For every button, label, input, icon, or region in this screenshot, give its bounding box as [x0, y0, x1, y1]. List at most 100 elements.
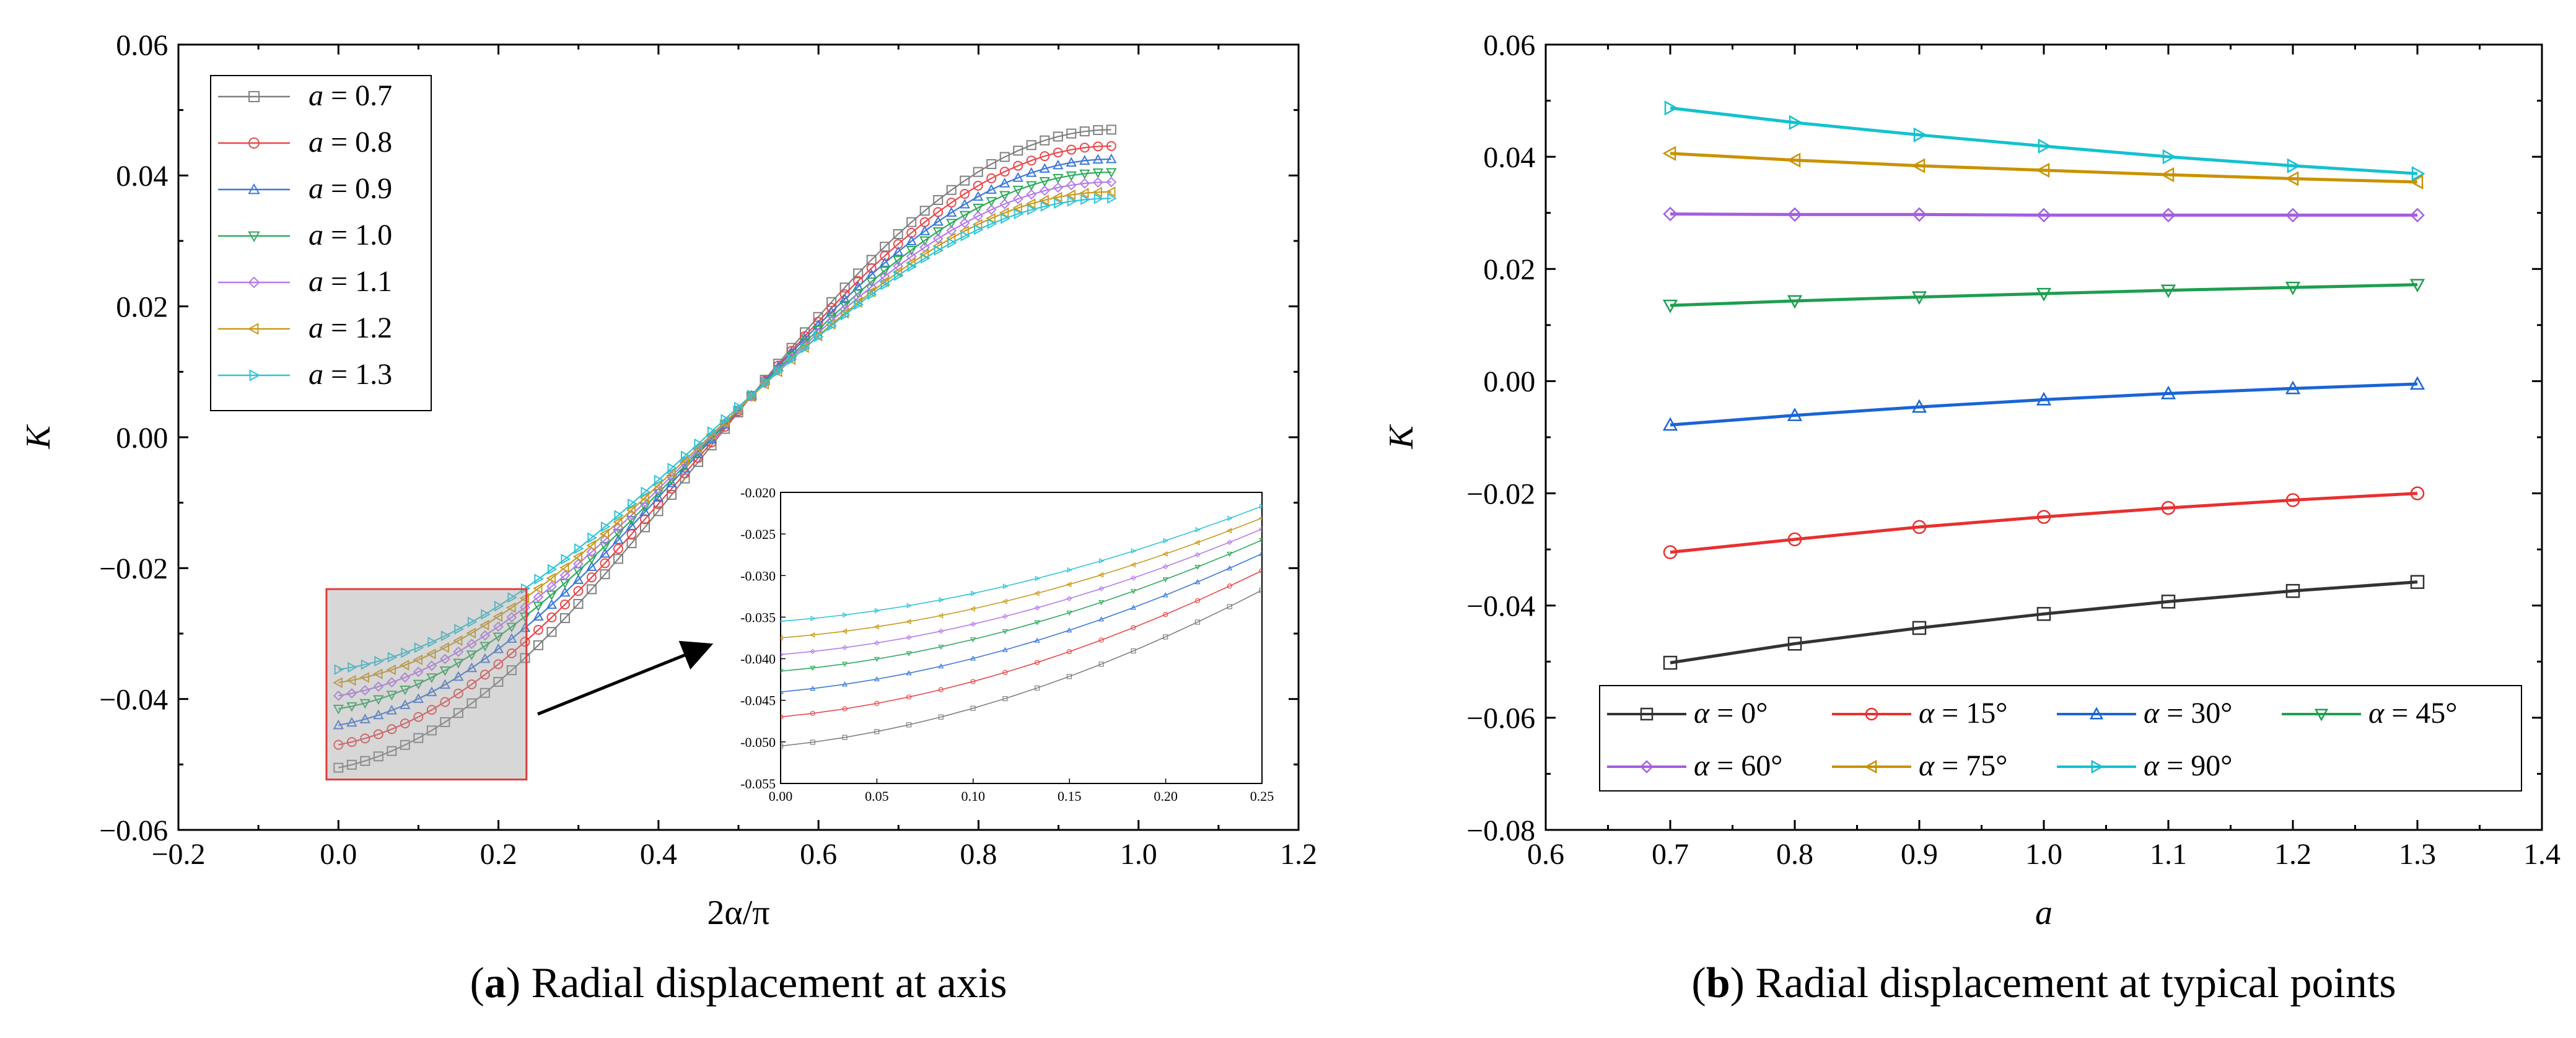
data-point: [1106, 168, 1117, 178]
data-point: [426, 705, 437, 715]
inset-data-point: [1484, 408, 1488, 412]
inset-data-point: [1163, 538, 1168, 544]
inset-series-path: [781, 570, 1262, 718]
inset-data-point: [1260, 503, 1262, 510]
data-point: [866, 263, 877, 273]
data-point: [533, 591, 544, 603]
data-point: [707, 426, 717, 437]
data-point: [346, 759, 357, 770]
data-point: [1012, 185, 1023, 196]
data-point: [373, 681, 384, 692]
inset-data-point: [841, 628, 847, 634]
data-point: [959, 198, 970, 209]
data-point: [1066, 128, 1077, 139]
data-point: [2285, 281, 2301, 295]
data-point: [986, 197, 997, 207]
data-point: [493, 621, 504, 632]
inset-data-point: [1259, 588, 1262, 593]
data-point: [1040, 135, 1050, 146]
data-point: [999, 198, 1010, 209]
data-point: [1040, 151, 1050, 162]
inset-data-point: [874, 676, 880, 682]
inset-data-point: [1258, 516, 1262, 520]
data-point: [414, 642, 424, 653]
panel-a-axis-ticks: −0.2 0.0 0.2 0.4 0.6 0.8 1.0 1.2 −0.06 −0.04 −0.02…: [99, 29, 1317, 871]
data-point: [387, 746, 397, 756]
data-point: [480, 642, 491, 652]
data-point: [2410, 207, 2425, 223]
data-point: [666, 478, 677, 487]
data-point: [333, 677, 343, 688]
data-point: [520, 653, 530, 663]
data-point: [559, 599, 570, 609]
panel-b-chart: 0.6 0.7 0.8 0.9 1.0 1.1 1.2 1.3 1.4 −0.08 −0.06 −0.…: [1382, 29, 2561, 1007]
data-point: [1053, 182, 1064, 193]
inset-data-point: [810, 686, 816, 691]
inset-data-point: [1484, 447, 1488, 451]
data-point: [867, 289, 877, 300]
data-point: [399, 660, 410, 671]
inset-data-point: [1002, 647, 1008, 652]
legend-entry-30°: α = 30°: [2057, 697, 2232, 730]
data-point: [373, 709, 384, 720]
data-point: [2161, 207, 2176, 223]
inset-data-point: [1452, 455, 1457, 458]
inset-data-point: [1130, 589, 1136, 595]
data-point: [346, 674, 356, 686]
data-point: [1107, 193, 1117, 204]
data-point: [466, 650, 478, 661]
data-point: [440, 630, 451, 642]
y-tick-label: −0.06: [1466, 702, 1535, 735]
data-point: [400, 718, 410, 729]
inset-data-point: [1516, 406, 1520, 411]
data-point: [413, 654, 423, 666]
data-point: [2285, 493, 2300, 507]
data-point: [974, 224, 984, 235]
inset-series-path: [781, 589, 1262, 747]
data-point: [453, 646, 464, 657]
data-point: [493, 676, 504, 687]
inset-y-tick-label: -0.045: [740, 693, 776, 709]
data-point: [814, 331, 824, 342]
data-point: [506, 648, 517, 658]
data-point: [800, 342, 811, 354]
inset-data-point: [1356, 494, 1360, 498]
data-point: [906, 217, 917, 227]
inset-data-point: [1516, 419, 1520, 422]
inset-data-point: [1484, 437, 1488, 440]
data-point: [559, 562, 569, 574]
inset-data-point: [1516, 428, 1520, 432]
y-tick-label: 0.06: [1483, 29, 1535, 62]
inset-data-point: [781, 652, 784, 658]
data-point: [546, 572, 556, 584]
data-point: [1079, 178, 1090, 189]
inset-data-point: [970, 606, 975, 612]
data-point: [692, 442, 703, 453]
data-point: [426, 673, 437, 683]
data-point: [2409, 279, 2425, 293]
data-point: [453, 708, 463, 718]
inset-data-point: [1548, 409, 1553, 413]
inset-data-point: [1324, 479, 1328, 483]
data-point: [600, 569, 610, 580]
data-point: [1026, 181, 1037, 191]
inset-x-tick-label: 0.15: [1058, 788, 1082, 804]
data-point: [612, 517, 623, 528]
data-point: [439, 679, 451, 689]
series-line-45°: [1662, 279, 2425, 313]
panel-a-caption-letter: a: [484, 959, 506, 1007]
data-point: [1039, 194, 1049, 206]
data-point: [2287, 158, 2301, 173]
data-point: [960, 188, 970, 199]
data-point: [467, 679, 477, 690]
legend-marker: [248, 276, 260, 289]
data-point: [413, 679, 424, 690]
data-point: [359, 713, 371, 723]
data-point: [946, 185, 957, 195]
legend-label: a = 1.1: [309, 265, 392, 298]
inset-data-point: [1292, 525, 1296, 528]
inset-data-point: [1034, 605, 1040, 611]
inset-data-point: [1099, 558, 1105, 564]
series-path: [1670, 212, 2417, 217]
data-point: [653, 506, 664, 517]
